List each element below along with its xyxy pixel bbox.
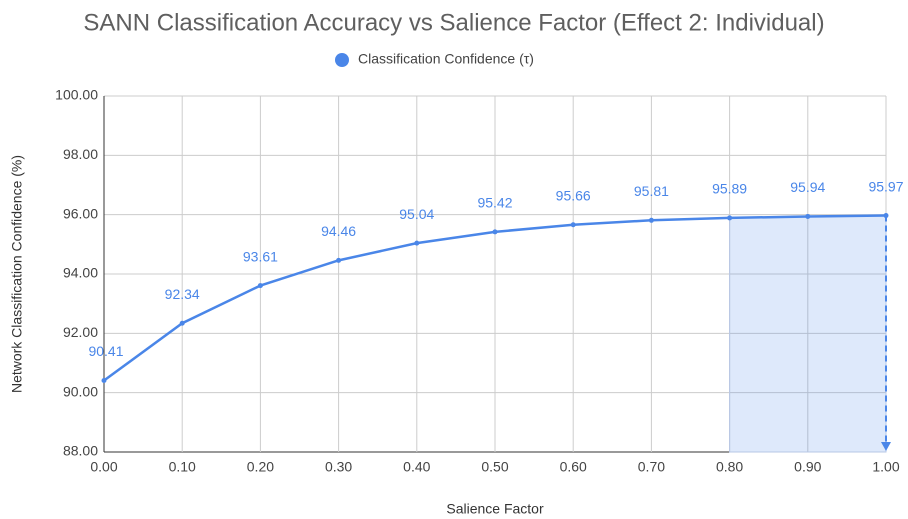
data-point [883,213,889,219]
chart-title: SANN Classification Accuracy vs Salience… [83,9,824,36]
data-label: 94.46 [321,223,356,239]
x-axis-label: Salience Factor [446,501,544,517]
y-tick-label: 100.00 [55,87,98,103]
x-tick-label: 0.30 [325,459,352,475]
x-tick-label: 0.60 [560,459,587,475]
data-label: 92.34 [165,286,200,302]
data-label: 95.42 [477,195,512,211]
y-tick-label: 88.00 [63,443,98,459]
x-tick-label: 0.20 [247,459,274,475]
data-point [570,222,576,228]
x-tick-label: 0.70 [638,459,665,475]
data-point [101,378,107,384]
data-label: 93.61 [243,248,278,264]
data-label: 95.81 [634,183,669,199]
x-tick-label: 0.40 [403,459,430,475]
data-point [179,320,185,326]
y-axis-label: Network Classification Confidence (%) [9,155,25,393]
data-label: 90.41 [88,343,123,359]
data-label: 95.04 [399,206,434,222]
highlight-region [729,215,887,453]
data-label: 95.66 [556,187,591,203]
x-tick-label: 0.10 [169,459,196,475]
data-label: 95.89 [712,181,747,197]
x-tick-label: 0.00 [90,459,117,475]
data-label: 95.97 [868,178,903,194]
legend-label: Classification Confidence (τ) [358,51,534,67]
x-tick-label: 1.00 [872,459,899,475]
arrow-head [881,442,891,451]
data-label: 95.94 [790,179,825,195]
data-point [414,240,420,246]
data-point [648,217,654,223]
legend-marker [335,53,349,67]
y-tick-label: 90.00 [63,383,98,399]
data-point [336,257,342,263]
y-tick-label: 92.00 [63,324,98,340]
data-point [805,213,811,219]
data-point [492,229,498,235]
data-point [257,283,263,289]
x-tick-label: 0.50 [481,459,508,475]
x-tick-label: 0.90 [794,459,821,475]
y-tick-label: 94.00 [63,265,98,281]
y-tick-label: 96.00 [63,205,98,221]
y-tick-label: 98.00 [63,146,98,162]
x-tick-label: 0.80 [716,459,743,475]
data-point [727,215,733,221]
